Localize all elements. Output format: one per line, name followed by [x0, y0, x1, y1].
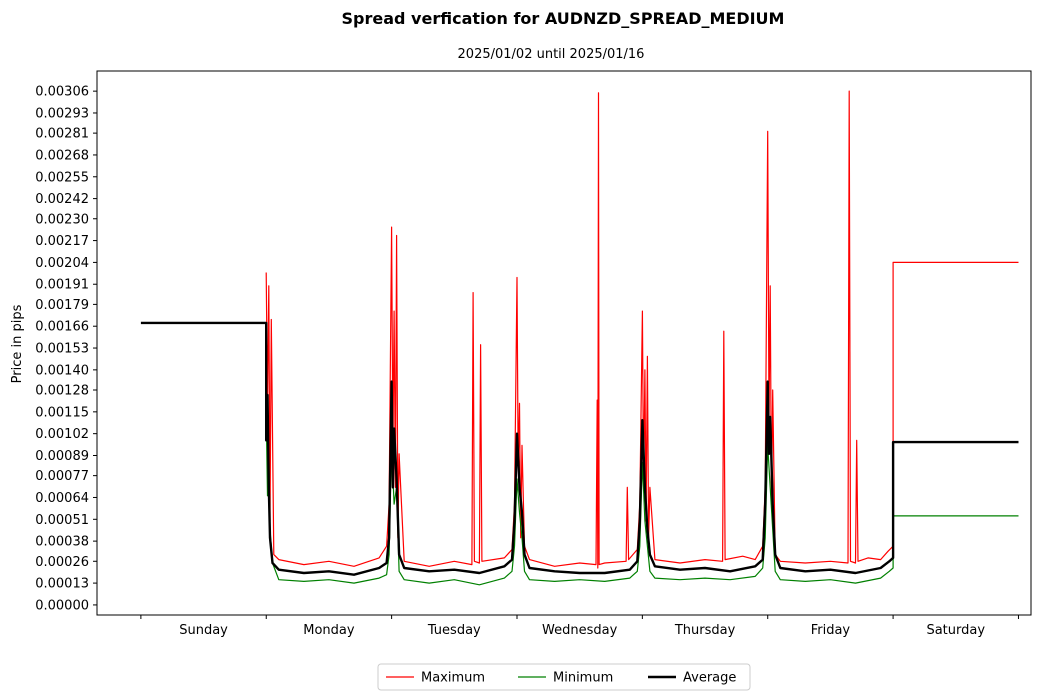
- x-tick-label: Tuesday: [427, 623, 481, 638]
- series-line-maximum: [265, 90, 1019, 569]
- y-tick-label: 0.00166: [35, 320, 89, 335]
- y-tick-label: 0.00293: [35, 106, 89, 121]
- y-tick-label: 0.00140: [35, 363, 89, 378]
- series-layer: [140, 90, 1019, 586]
- y-tick-label: 0.00000: [35, 598, 89, 613]
- y-tick-label: 0.00089: [35, 449, 89, 464]
- y-axis: 0.00000 0.00013 0.00026 0.00038 0.00051 0.000…: [35, 85, 97, 613]
- y-tick-label: 0.00230: [35, 212, 89, 227]
- y-tick-label: 0.00115: [35, 405, 89, 420]
- y-tick-label: 0.00026: [35, 555, 89, 570]
- y-tick-label: 0.00064: [35, 491, 89, 506]
- y-tick-label: 0.00281: [35, 127, 89, 142]
- x-tick-label: Saturday: [926, 623, 985, 638]
- x-tick-label: Sunday: [179, 623, 228, 638]
- x-tick-label: Monday: [303, 623, 355, 638]
- legend-label: Minimum: [553, 671, 613, 686]
- chart-title: Spread verfication for AUDNZD_SPREAD_MED…: [342, 9, 785, 28]
- series-line-average: [140, 321, 1019, 576]
- legend-box: [377, 663, 751, 691]
- y-tick-label: 0.00306: [35, 85, 89, 100]
- legend-label: Average: [683, 671, 736, 686]
- chart-subtitle: 2025/01/02 until 2025/01/16: [458, 47, 645, 62]
- y-tick-label: 0.00179: [35, 298, 89, 313]
- x-tick-label: Friday: [811, 623, 851, 638]
- y-tick-label: 0.00077: [35, 469, 89, 484]
- y-tick-label: 0.00268: [35, 148, 89, 163]
- y-axis-label: Price in pips: [10, 304, 25, 383]
- plot-frame: [96, 70, 1032, 616]
- y-tick-label: 0.00255: [35, 170, 89, 185]
- y-tick-label: 0.00204: [35, 256, 89, 271]
- y-tick-label: 0.00051: [35, 513, 89, 528]
- y-tick-label: 0.00128: [35, 384, 89, 399]
- y-tick-label: 0.00191: [35, 278, 89, 293]
- x-axis: Sunday Monday Tuesday Wednesday Thursday Frid…: [140, 615, 1019, 638]
- legend: Maximum Minimum Average: [377, 663, 751, 691]
- y-tick-label: 0.00153: [35, 342, 89, 357]
- y-tick-label: 0.00217: [35, 234, 89, 249]
- x-tick-label: Thursday: [674, 623, 736, 638]
- y-tick-label: 0.00102: [35, 427, 89, 442]
- y-tick-label: 0.00013: [35, 577, 89, 592]
- y-tick-label: 0.00242: [35, 192, 89, 207]
- y-tick-label: 0.00038: [35, 535, 89, 550]
- legend-label: Maximum: [421, 671, 485, 686]
- x-tick-label: Wednesday: [542, 623, 618, 638]
